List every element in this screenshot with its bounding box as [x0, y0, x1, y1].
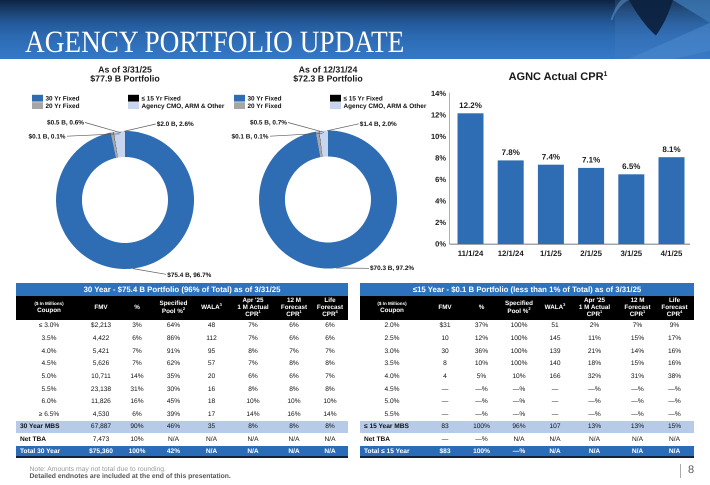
svg-text:As of 12/31/24: As of 12/31/24	[299, 64, 358, 74]
svg-text:12/1/24: 12/1/24	[498, 249, 525, 258]
svg-text:2/1/25: 2/1/25	[580, 249, 602, 258]
svg-text:$0.5 B, 0.6%: $0.5 B, 0.6%	[47, 120, 84, 127]
svg-text:3/1/25: 3/1/25	[620, 249, 642, 258]
svg-text:$70.3 B, 97.2%: $70.3 B, 97.2%	[370, 265, 414, 272]
svg-text:Agency CMO, ARM & Other: Agency CMO, ARM & Other	[344, 103, 427, 110]
svg-text:8.1%: 8.1%	[662, 145, 680, 154]
svg-text:As of 3/31/25: As of 3/31/25	[98, 64, 152, 74]
svg-text:20 Yr Fixed: 20 Yr Fixed	[46, 103, 80, 110]
svg-text:$0.5 B, 0.7%: $0.5 B, 0.7%	[250, 120, 287, 127]
svg-text:7.8%: 7.8%	[502, 148, 520, 157]
svg-text:6.5%: 6.5%	[622, 162, 640, 171]
svg-text:Agency CMO, ARM & Other: Agency CMO, ARM & Other	[142, 103, 225, 110]
svg-text:11/1/24: 11/1/24	[458, 249, 484, 258]
svg-text:12.2%: 12.2%	[459, 101, 482, 110]
svg-text:≤ 15 Yr Fixed: ≤ 15 Yr Fixed	[142, 96, 181, 103]
svg-text:20 Yr Fixed: 20 Yr Fixed	[248, 103, 282, 110]
svg-text:1/1/25: 1/1/25	[540, 249, 562, 258]
svg-text:14%: 14%	[431, 89, 446, 98]
svg-text:7.4%: 7.4%	[542, 153, 560, 162]
svg-text:$2.0 B, 2.6%: $2.0 B, 2.6%	[157, 121, 194, 128]
svg-text:12%: 12%	[431, 111, 446, 120]
svg-text:30 Yr Fixed: 30 Yr Fixed	[46, 96, 80, 103]
svg-text:$0.1 B, 0.1%: $0.1 B, 0.1%	[232, 133, 269, 140]
svg-text:0%: 0%	[435, 240, 446, 249]
svg-text:AGNC Actual CPR1: AGNC Actual CPR1	[509, 71, 608, 83]
svg-text:2%: 2%	[435, 218, 446, 227]
svg-text:4%: 4%	[435, 197, 446, 206]
svg-text:$77.9 B Portfolio: $77.9 B Portfolio	[90, 74, 160, 84]
svg-text:$0.1 B, 0.1%: $0.1 B, 0.1%	[29, 133, 66, 140]
svg-text:6%: 6%	[435, 175, 446, 184]
svg-text:4/1/25: 4/1/25	[661, 249, 683, 258]
svg-text:$75.4 B, 96.7%: $75.4 B, 96.7%	[167, 272, 211, 279]
svg-text:10%: 10%	[431, 132, 446, 141]
svg-text:7.1%: 7.1%	[582, 156, 600, 165]
svg-text:≤ 15 Yr Fixed: ≤ 15 Yr Fixed	[344, 96, 383, 103]
svg-text:$1.4 B, 2.0%: $1.4 B, 2.0%	[360, 121, 397, 128]
svg-text:8%: 8%	[435, 154, 446, 163]
svg-text:30 Yr Fixed: 30 Yr Fixed	[248, 96, 282, 103]
svg-text:$72.3 B Portfolio: $72.3 B Portfolio	[293, 74, 363, 84]
